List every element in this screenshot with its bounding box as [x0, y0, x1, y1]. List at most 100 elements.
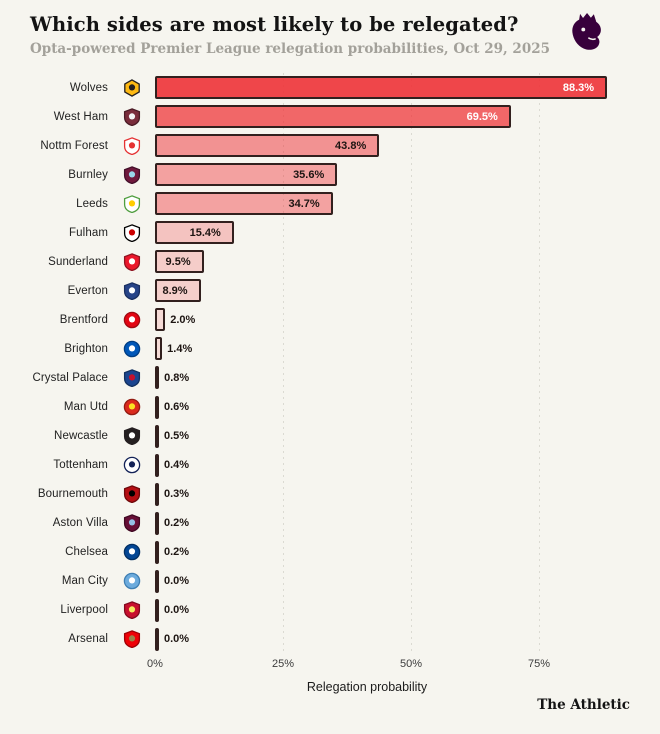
probability-bar [155, 453, 159, 477]
nottm-forest-crest-icon [123, 136, 140, 155]
man-city-crest-icon [123, 573, 140, 590]
team-row: Tottenham 0.4% [0, 451, 660, 480]
leeds-crest-icon [123, 194, 140, 213]
crystal-palace-crest-icon [123, 369, 140, 387]
team-row: Brentford 2.0% [0, 305, 660, 334]
probability-bar [155, 598, 159, 622]
everton-crest-icon [123, 282, 140, 300]
man-city-crest [108, 572, 155, 590]
probability-bar [155, 395, 159, 419]
wolves-crest-icon [123, 78, 140, 97]
fulham-crest-icon [123, 223, 140, 242]
team-name: Crystal Palace [32, 371, 108, 384]
brighton-crest-icon [123, 340, 140, 358]
bar-value-label: 8.9% [162, 284, 188, 297]
bournemouth-crest-icon [123, 485, 140, 504]
team-name: Nottm Forest [40, 139, 108, 152]
west-ham-crest-icon [123, 107, 140, 126]
team-name: West Ham [53, 110, 108, 123]
team-row: Bournemouth 0.3% [0, 480, 660, 509]
team-name: Everton [67, 284, 108, 297]
bar-value-label: 35.6% [293, 168, 325, 181]
premier-league-lion-icon [570, 13, 603, 57]
west-ham-crest [108, 107, 155, 126]
team-row: Chelsea 0.2% [0, 538, 660, 567]
team-name: Arsenal [68, 633, 108, 646]
x-tick-75: 75% [527, 658, 551, 670]
team-name: Liverpool [60, 604, 108, 617]
team-row: Burnley 35.6% [0, 160, 660, 189]
gridline-50 [411, 73, 412, 654]
aston-villa-crest-icon [123, 514, 140, 533]
team-name: Sunderland [48, 255, 108, 268]
bar-value-label: 0.6% [164, 401, 190, 414]
bar-value-label: 88.3% [562, 81, 595, 94]
probability-bar [155, 511, 159, 535]
team-row: Man Utd 0.6% [0, 393, 660, 422]
team-name: Leeds [76, 197, 108, 210]
gridline-75 [539, 73, 540, 654]
page-title: Which sides are most likely to be relega… [30, 13, 519, 36]
x-axis-ticks: 0% 25% 50% 75% [0, 658, 660, 674]
man-utd-crest [108, 398, 155, 416]
bar-value-label: 0.8% [164, 371, 190, 384]
team-row: Newcastle 0.5% [0, 422, 660, 451]
brentford-crest-icon [123, 311, 140, 329]
bar-value-label: 0.0% [164, 575, 190, 588]
tottenham-crest [108, 456, 155, 474]
probability-bar: 43.8% [155, 134, 380, 158]
team-row: Brighton 1.4% [0, 334, 660, 363]
team-name: Brighton [64, 342, 108, 355]
probability-bar [155, 337, 163, 361]
team-row: Sunderland 9.5% [0, 247, 660, 276]
arsenal-crest [108, 630, 155, 649]
probability-bar [155, 308, 166, 332]
bar-value-label: 1.4% [167, 342, 193, 355]
bar-value-label: 2.0% [170, 313, 196, 326]
team-row: Arsenal 0.0% [0, 625, 660, 654]
probability-bar: 69.5% [155, 105, 511, 129]
sunderland-crest [108, 253, 155, 271]
team-name: Fulham [69, 226, 108, 239]
man-utd-crest-icon [123, 398, 140, 416]
relegation-bar-chart: Wolves 88.3% West Ham 69.5% Nottm Forest… [0, 73, 660, 723]
tottenham-crest-icon [123, 456, 140, 474]
team-name: Burnley [68, 168, 108, 181]
liverpool-crest [108, 601, 155, 620]
sunderland-crest-icon [123, 253, 140, 271]
probability-bar: 9.5% [155, 250, 204, 274]
probability-bar [155, 540, 159, 564]
probability-bar [155, 366, 160, 390]
probability-bar: 8.9% [155, 279, 201, 303]
team-row: Wolves 88.3% [0, 73, 660, 102]
team-name: Man City [61, 575, 108, 588]
team-name: Chelsea [65, 546, 108, 559]
leeds-crest [108, 194, 155, 213]
team-name: Man Utd [63, 401, 108, 414]
probability-bar: 15.4% [155, 221, 234, 245]
aston-villa-crest [108, 514, 155, 533]
probability-bar [155, 569, 159, 593]
team-row: Fulham 15.4% [0, 218, 660, 247]
bar-value-label: 0.4% [164, 459, 190, 472]
gridlines [155, 73, 660, 654]
team-name: Brentford [59, 313, 108, 326]
probability-bar: 35.6% [155, 163, 338, 187]
brentford-crest [108, 311, 155, 329]
bar-value-label: 15.4% [189, 226, 221, 239]
newcastle-crest-icon [123, 427, 140, 446]
everton-crest [108, 282, 155, 300]
bar-value-label: 43.8% [335, 139, 367, 152]
bar-value-label: 0.0% [164, 633, 190, 646]
nottm-forest-crest [108, 136, 155, 155]
x-tick-0: 0% [147, 658, 163, 670]
team-row: West Ham 69.5% [0, 102, 660, 131]
probability-bar [155, 627, 159, 651]
team-row: Man City 0.0% [0, 567, 660, 596]
bar-value-label: 0.2% [164, 517, 190, 530]
x-axis-label: Relegation probability [306, 680, 428, 694]
x-tick-50: 50% [399, 658, 423, 670]
chelsea-crest-icon [123, 544, 140, 561]
bar-value-label: 0.5% [164, 430, 190, 443]
wolves-crest [108, 78, 155, 97]
